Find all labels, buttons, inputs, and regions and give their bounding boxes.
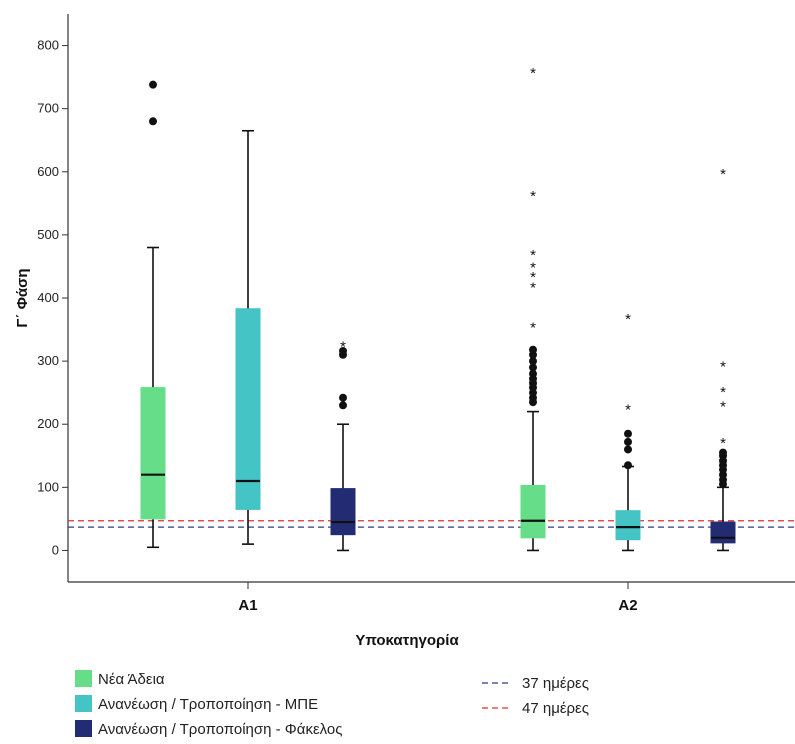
x-axis-title: Υποκατηγορία xyxy=(355,632,459,649)
legend-swatch xyxy=(75,695,92,712)
box-iqr xyxy=(615,510,641,541)
y-tick-label: 700 xyxy=(37,101,59,116)
box-iqr xyxy=(520,484,546,539)
extreme-point: * xyxy=(720,166,726,183)
y-tick-label: 300 xyxy=(37,353,59,368)
y-axis-title: Γ΄ Φάση xyxy=(14,268,31,327)
x-tick-label: A1 xyxy=(238,597,257,614)
extreme-point: * xyxy=(720,435,726,452)
legend-line-label: 47 ημέρες xyxy=(522,700,589,717)
reference-lines xyxy=(68,520,795,528)
y-tick-label: 100 xyxy=(37,479,59,494)
extreme-point: * xyxy=(530,269,536,286)
y-tick-label: 400 xyxy=(37,290,59,305)
outlier-point xyxy=(149,80,157,89)
box-group xyxy=(235,129,261,545)
outlier-point xyxy=(624,437,632,446)
legend-label: Νέα Άδεια xyxy=(98,671,165,688)
extreme-point: * xyxy=(530,247,536,264)
box-group: ******* xyxy=(520,65,546,552)
outlier-point xyxy=(529,345,537,354)
outlier-point xyxy=(529,363,537,372)
outlier-point xyxy=(719,448,727,457)
legend: Νέα Άδεια Ανανέωση / Τροποποίηση - ΜΠΕ Ανα… xyxy=(75,670,589,738)
boxes: *************** xyxy=(140,65,736,552)
extreme-point: * xyxy=(530,259,536,276)
y-tick-label: 500 xyxy=(37,227,59,242)
legend-label: Ανανέωση / Τροποποίηση - ΜΠΕ xyxy=(98,696,318,713)
box-iqr xyxy=(710,521,736,544)
y-tick-label: 0 xyxy=(52,542,59,557)
extreme-point: * xyxy=(625,401,631,418)
outlier-point xyxy=(529,369,537,378)
box-group xyxy=(140,80,166,549)
box-iqr xyxy=(140,387,166,520)
extreme-point: * xyxy=(720,359,726,376)
legend-swatch xyxy=(75,670,92,687)
legend-label: Ανανέωση / Τροποποίηση - Φάκελος xyxy=(98,721,342,738)
outlier-point xyxy=(339,401,347,410)
y-tick-label: 800 xyxy=(37,38,59,53)
axes: 0 100 200 300 400 500 600 700 800 A1 A2 xyxy=(37,14,795,614)
extreme-point: * xyxy=(530,280,536,297)
outlier-point xyxy=(339,347,347,356)
extreme-point: * xyxy=(530,188,536,205)
box-group: ***** xyxy=(710,166,736,552)
extreme-point: * xyxy=(340,338,346,355)
legend-swatch xyxy=(75,720,92,737)
outlier-point xyxy=(339,393,347,402)
y-tick-label: 200 xyxy=(37,416,59,431)
box-iqr xyxy=(330,488,356,536)
box-group: ** xyxy=(615,311,641,552)
extreme-point: * xyxy=(625,311,631,328)
outlier-point xyxy=(149,117,157,126)
extreme-point: * xyxy=(530,65,536,82)
extreme-point: * xyxy=(530,319,536,336)
outlier-point xyxy=(624,429,632,438)
box-group: * xyxy=(330,338,356,552)
extreme-point: * xyxy=(720,398,726,415)
extreme-point: * xyxy=(720,384,726,401)
outlier-point xyxy=(624,445,632,454)
legend-line-label: 37 ημέρες xyxy=(522,675,589,692)
outlier-point xyxy=(529,357,537,366)
box-iqr xyxy=(235,308,261,510)
outlier-point xyxy=(624,461,632,470)
x-tick-label: A2 xyxy=(618,597,637,614)
y-tick-label: 600 xyxy=(37,164,59,179)
